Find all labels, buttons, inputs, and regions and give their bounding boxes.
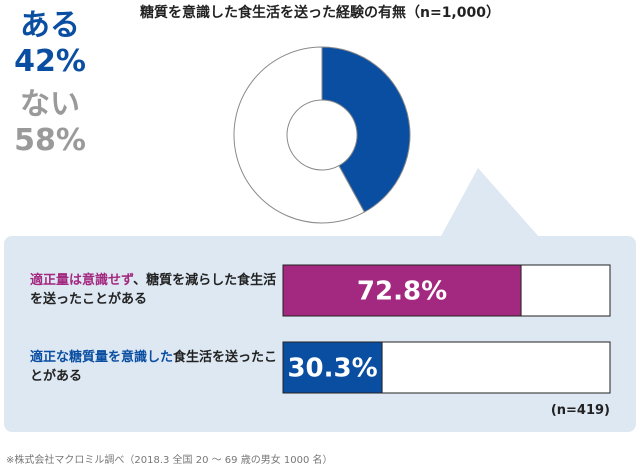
bar-label-highlight: 適正な糖質量を意識した (30, 350, 174, 365)
bar (282, 341, 383, 394)
pointer (440, 168, 540, 238)
slice-label: ある (20, 8, 80, 43)
bar (282, 264, 522, 317)
footnote: ※株式会社マクロミル調べ（2018.3 全国 20 〜 69 歳の男女 1000… (6, 455, 333, 466)
bar-label-highlight: 適正量は意識せず (30, 273, 134, 288)
sample-size: (n=419) (550, 403, 610, 418)
pie-slice (233, 46, 366, 224)
bar-label-rest: 、糖質を減らした食生活を送ったことがある (30, 273, 277, 307)
bar-label: 適正量は意識せず、糖質を減らした食生活を送ったことがある (30, 271, 285, 309)
slice-value: 58% (14, 123, 86, 158)
slice-label: ない (20, 87, 80, 122)
title: 糖質を意識した食生活を送った経験の有無（n=1,000） (140, 5, 500, 21)
pie-slice (321, 46, 411, 213)
bar-label-rest: 食生活を送ったことがある (30, 350, 278, 384)
bar-value: 72.8% (357, 277, 447, 307)
slice-value: 42% (14, 44, 86, 79)
bar-label: 適正な糖質量を意識した食生活を送ったことがある (30, 348, 285, 386)
bar-value: 30.3% (287, 354, 377, 384)
